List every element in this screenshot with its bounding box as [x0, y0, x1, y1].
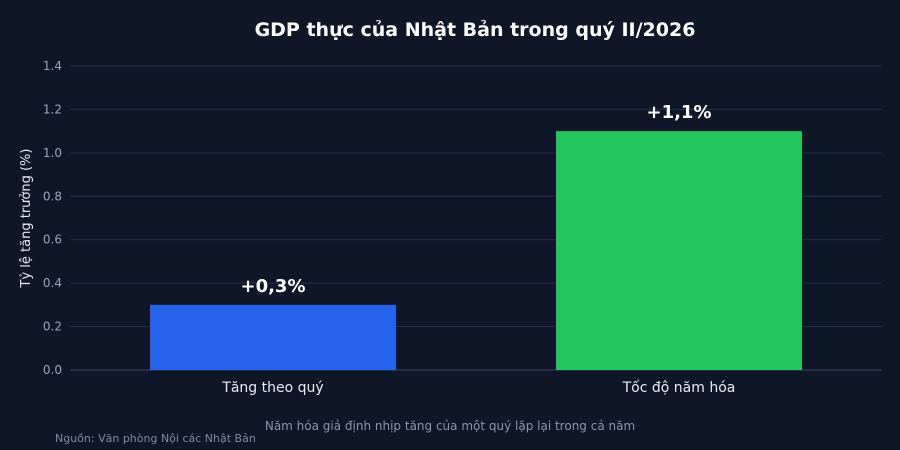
- bar: [150, 304, 396, 370]
- y-axis-label: Tỷ lệ tăng trưởng (%): [19, 149, 34, 289]
- y-tick-label: 1.0: [43, 146, 62, 160]
- y-tick-label: 1.2: [43, 102, 62, 116]
- chart-title: GDP thực của Nhật Bản trong quý II/2026: [255, 19, 696, 41]
- data-labels: +0,3% +1,1%: [240, 102, 711, 297]
- y-tick-label: 0.0: [43, 363, 62, 377]
- chart-annotation: Năm hóa giả định nhịp tăng của một quý l…: [265, 419, 635, 433]
- x-category-label: Tăng theo quý: [221, 380, 323, 396]
- bars: [150, 131, 802, 370]
- y-tick-label: 0.2: [43, 320, 62, 334]
- x-category-label: Tốc độ năm hóa: [622, 379, 736, 396]
- source-note: Nguồn: Văn phòng Nội các Nhật Bản: [55, 432, 256, 445]
- x-axis-categories: Tăng theo quý Tốc độ năm hóa: [221, 379, 735, 396]
- y-tick-label: 0.6: [43, 233, 62, 247]
- y-tick-label: 1.4: [43, 59, 62, 73]
- y-tick-label: 0.8: [43, 189, 62, 203]
- data-label: +1,1%: [646, 102, 711, 123]
- bar: [556, 131, 802, 370]
- data-label: +0,3%: [240, 276, 305, 297]
- y-tick-label: 0.4: [43, 276, 62, 290]
- y-axis-ticks: 0.0 0.2 0.4 0.6 0.8 1.0 1.2 1.4: [43, 59, 62, 377]
